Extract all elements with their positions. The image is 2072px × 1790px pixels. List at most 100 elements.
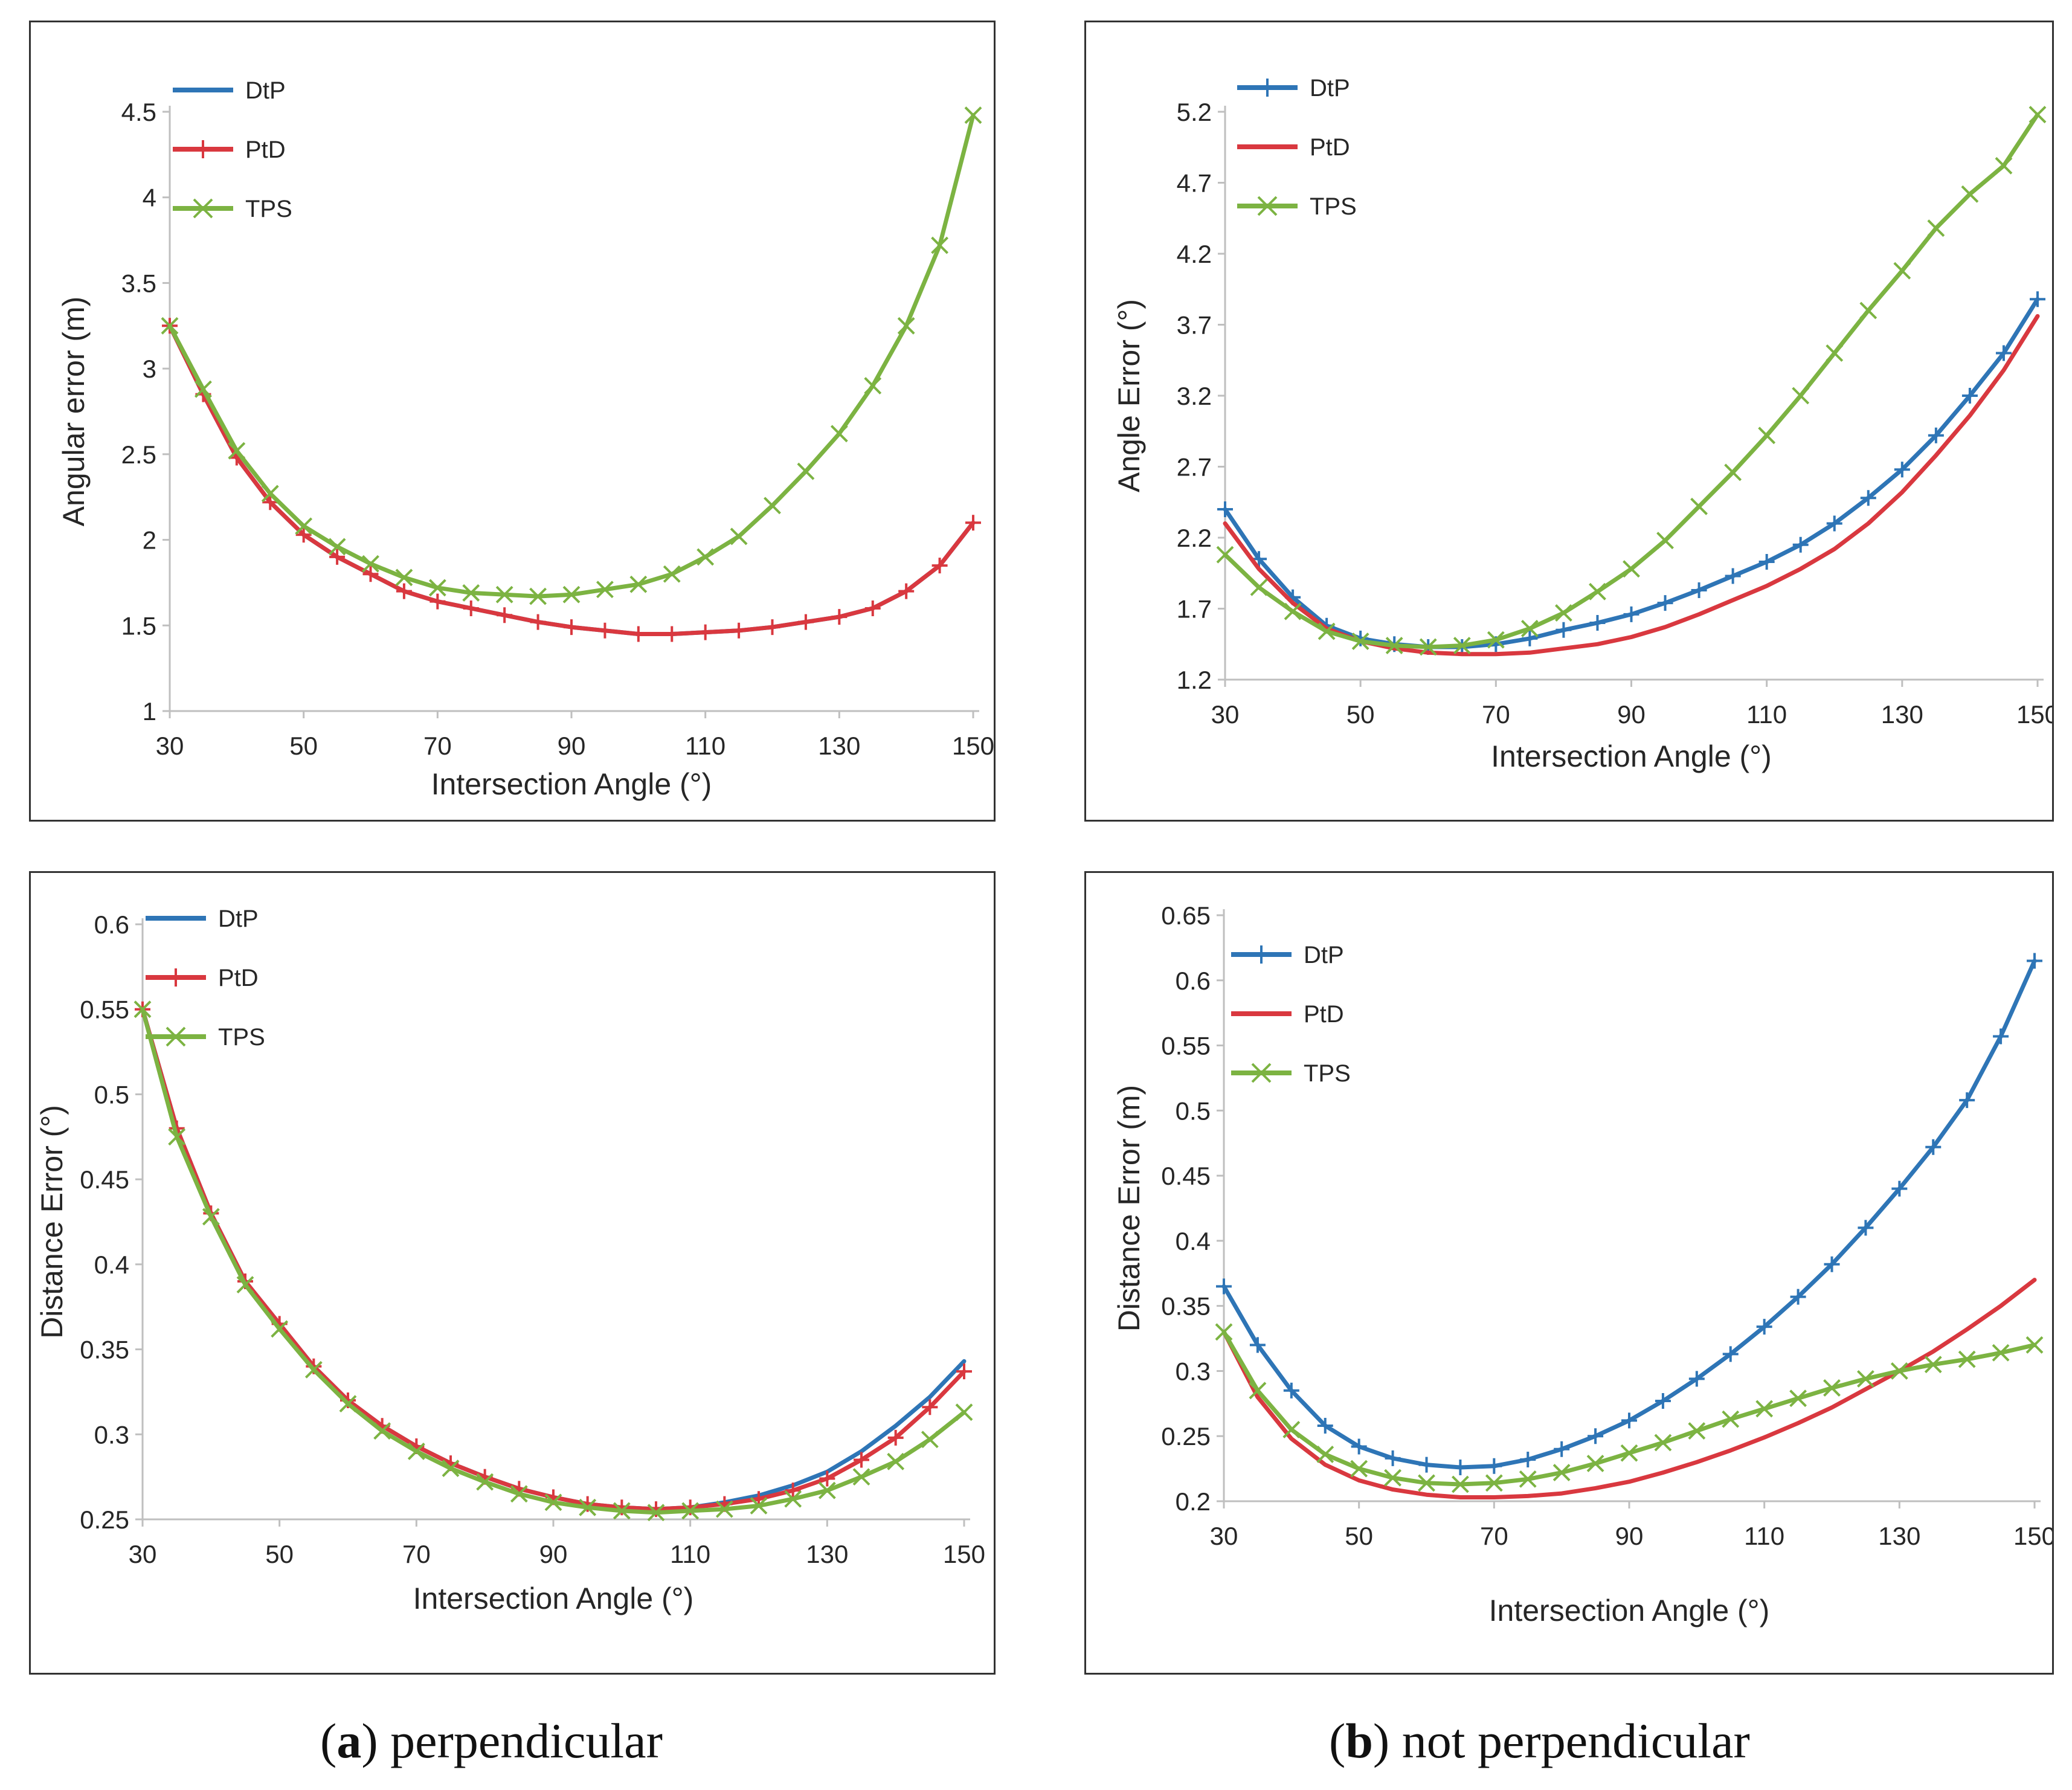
data-point-tps-a-top: [830, 425, 848, 443]
legend-label-ptd-a-top: PtD: [245, 137, 286, 163]
data-point-tps-b-top: [1792, 387, 1810, 405]
data-point-ptd-a-top: [630, 626, 646, 642]
y-tick-label-b-top: 3.2: [1177, 382, 1212, 410]
x-tick-label-b-bottom: 130: [1878, 1522, 1920, 1550]
y-tick-label-a-bottom: 0.25: [80, 1505, 129, 1534]
x-tick-label-a-bottom: 150: [943, 1540, 985, 1568]
data-point-tps-a-top: [764, 497, 781, 515]
data-point-tps-b-top: [1385, 637, 1403, 655]
x-axis-title-a-top: Intersection Angle (°): [431, 767, 712, 801]
data-point-tps-b-top: [1690, 497, 1708, 515]
x-tick-label-b-bottom: 30: [1210, 1522, 1238, 1550]
y-tick-label-b-top: 1.7: [1177, 595, 1212, 623]
data-point-dtp-b-bottom: [1385, 1450, 1401, 1466]
data-point-ptd-a-top: [864, 600, 881, 616]
legend-marker-tps-b-bottom: [1251, 1063, 1272, 1083]
y-axis-title-b-top: Angle Error (°): [1112, 299, 1146, 492]
data-point-tps-a-top: [931, 236, 948, 254]
data-point-dtp-b-bottom: [1418, 1457, 1435, 1473]
data-point-tps-a-top: [663, 565, 681, 583]
data-point-ptd-a-top: [764, 619, 780, 636]
x-tick-label-a-bottom: 70: [402, 1540, 431, 1568]
data-point-tps-b-bottom: [1586, 1455, 1604, 1472]
legend-marker-dtp-b-top: [1258, 79, 1276, 97]
data-point-tps-b-top: [1284, 602, 1302, 620]
data-point-tps-a-bottom: [647, 1504, 665, 1522]
x-tick-label-a-top: 110: [685, 732, 726, 760]
data-point-tps-b-bottom: [1519, 1470, 1537, 1488]
y-tick-label-b-bottom: 0.55: [1161, 1032, 1211, 1060]
series-line-tps-b-bottom: [1221, 1330, 2037, 1487]
data-point-tps-b-top: [1623, 560, 1640, 578]
x-tick-label-b-top: 110: [1746, 700, 1787, 729]
y-tick-label-a-bottom: 0.6: [94, 910, 129, 939]
chart-panel-a-top: 1 1.5 2 2.5 3 3.5 4 4.5 30 50 70 90 110 130 150 Interse…: [29, 21, 996, 822]
y-tick-label-b-bottom: 0.5: [1176, 1096, 1211, 1125]
data-point-tps-b-bottom: [1552, 1464, 1571, 1481]
data-point-tps-b-bottom: [1890, 1362, 1908, 1380]
data-point-tps-a-bottom: [818, 1481, 836, 1499]
y-tick-label-a-bottom: 0.45: [80, 1165, 129, 1194]
data-point-ptd-a-top: [430, 593, 446, 610]
y-tick-label-a-top: 2: [143, 526, 156, 555]
data-point-tps-b-bottom: [1620, 1444, 1638, 1462]
data-point-ptd-a-top: [731, 622, 747, 639]
y-tick-label-a-bottom: 0.4: [94, 1251, 129, 1279]
data-point-ptd-a-top: [262, 494, 278, 510]
data-point-dtp-b-top: [1589, 615, 1606, 631]
data-point-ptd-a-top: [396, 583, 412, 599]
series-line-dtp-a-bottom: [140, 1007, 967, 1512]
data-point-tps-b-top: [1758, 427, 1776, 445]
data-point-tps-a-bottom: [407, 1443, 425, 1460]
y-tick-label-b-bottom: 0.65: [1161, 901, 1211, 930]
data-point-dtp-b-top: [2030, 291, 2045, 307]
data-point-tps-b-bottom: [1992, 1344, 2010, 1362]
data-point-tps-a-top: [428, 579, 446, 597]
y-tick-label-b-bottom: 0.45: [1161, 1162, 1211, 1190]
chart-svg-a-bottom: 0.25 0.3 0.35 0.4 0.45 0.5 0.55 0.6 30 50 70 90 110 1…: [35, 906, 985, 1615]
data-point-tps-b-bottom: [2025, 1336, 2044, 1354]
y-tick-label-b-top: 1.2: [1177, 666, 1212, 694]
y-tick-label-a-bottom: 0.55: [80, 996, 129, 1024]
x-tick-label-a-top: 130: [818, 732, 860, 760]
data-point-dtp-b-top: [1860, 490, 1876, 506]
y-tick-label-b-top: 4.2: [1177, 240, 1212, 268]
legend-label-tps-a-bottom: TPS: [218, 1024, 265, 1051]
data-point-ptd-a-top: [564, 619, 579, 636]
x-tick-label-a-top: 90: [558, 732, 586, 760]
data-point-tps-b-bottom: [1722, 1410, 1740, 1428]
data-point-ptd-a-bottom: [922, 1399, 938, 1415]
y-axis-title-a-bottom: Distance Error (°): [35, 1105, 69, 1339]
data-point-tps-b-top: [1453, 637, 1471, 655]
data-point-tps-a-top: [295, 517, 313, 535]
chart-panel-a-bottom: 0.25 0.3 0.35 0.4 0.45 0.5 0.55 0.6 30 50 70 90 110 1…: [29, 871, 996, 1675]
caption-b-letter: b: [1345, 1713, 1373, 1768]
caption-a: (a) perpendicular: [320, 1713, 663, 1768]
chart-svg-b-top: 1.2 1.7 2.2 2.7 3.2 3.7 4.2 4.7 5.2 30 50 70 90 110 13…: [1112, 75, 2052, 773]
data-point-tps-b-top: [1487, 631, 1505, 649]
data-point-tps-b-top: [1961, 185, 1979, 203]
data-point-tps-b-bottom: [1823, 1379, 1841, 1397]
data-point-ptd-a-bottom: [854, 1452, 869, 1468]
y-tick-label-a-bottom: 0.35: [80, 1336, 129, 1364]
x-tick-label-a-bottom: 110: [670, 1540, 710, 1568]
data-point-dtp-b-top: [1691, 582, 1707, 598]
caption-b-text: not perpendicular: [1401, 1713, 1750, 1768]
x-tick-label-b-bottom: 90: [1615, 1522, 1644, 1550]
x-tick-label-a-top: 30: [156, 732, 184, 760]
data-point-tps-a-top: [529, 587, 547, 605]
data-point-tps-b-bottom: [1789, 1389, 1807, 1408]
data-point-tps-b-top: [1216, 546, 1234, 564]
data-point-ptd-a-bottom: [956, 1363, 972, 1380]
data-point-dtp-b-bottom: [1452, 1459, 1469, 1475]
data-point-tps-b-bottom: [1924, 1356, 1942, 1374]
data-point-ptd-a-bottom: [819, 1470, 835, 1487]
legend-label-ptd-b-bottom: PtD: [1304, 1001, 1344, 1028]
series-line-ptd-a-bottom: [140, 1007, 967, 1512]
data-point-tps-b-bottom: [1384, 1469, 1401, 1487]
x-tick-label-b-top: 50: [1346, 700, 1375, 729]
y-tick-label-a-top: 2.5: [121, 440, 156, 469]
data-point-dtp-b-top: [1657, 595, 1673, 611]
data-point-dtp-b-bottom: [1588, 1428, 1604, 1444]
data-point-tps-b-top: [1859, 301, 1877, 320]
